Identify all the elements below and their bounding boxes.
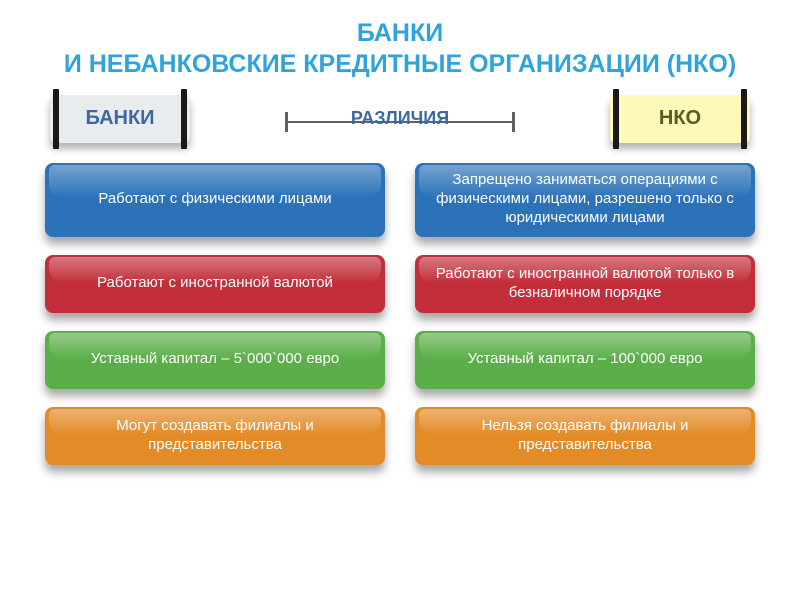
- bank-item-0: Работают с физическими лицами: [45, 163, 385, 237]
- header-nko-label: НКО: [659, 107, 701, 130]
- nko-item-0: Запрещено заниматься операциями с физиче…: [415, 163, 755, 237]
- nko-item-2-text: Уставный капитал – 100`000 евро: [467, 350, 702, 369]
- bank-item-3-text: Могут создавать филиалы и представительс…: [59, 417, 371, 455]
- nko-item-2: Уставный капитал – 100`000 евро: [415, 331, 755, 389]
- header-banks-label: БАНКИ: [85, 107, 154, 130]
- header-banks: БАНКИ: [50, 95, 190, 143]
- nko-item-3-text: Нельзя создавать филиалы и представитель…: [429, 417, 741, 455]
- title-line2: И НЕБАНКОВСКИЕ КРЕДИТНЫЕ ОРГАНИЗАЦИИ (НК…: [40, 49, 760, 80]
- nko-item-1-text: Работают с иностранной валютой только в …: [429, 265, 741, 303]
- title-line1: БАНКИ: [40, 18, 760, 49]
- bank-item-2-text: Уставный капитал – 5`000`000 евро: [91, 350, 339, 369]
- column-nko: Запрещено заниматься операциями с физиче…: [415, 163, 755, 465]
- bank-item-0-text: Работают с физическими лицами: [98, 190, 331, 209]
- comparison-columns: Работают с физическими лицами Работают с…: [0, 153, 800, 465]
- bank-item-1: Работают с иностранной валютой: [45, 255, 385, 313]
- differences-label: РАЗЛИЧИЯ: [351, 108, 449, 129]
- bank-item-3: Могут создавать филиалы и представительс…: [45, 407, 385, 465]
- divider-cap-right: [512, 112, 515, 132]
- bank-item-2: Уставный капитал – 5`000`000 евро: [45, 331, 385, 389]
- nko-item-3: Нельзя создавать филиалы и представитель…: [415, 407, 755, 465]
- divider-cap-left: [285, 112, 288, 132]
- nko-item-0-text: Запрещено заниматься операциями с физиче…: [429, 171, 741, 227]
- slide-title: БАНКИ И НЕБАНКОВСКИЕ КРЕДИТНЫЕ ОРГАНИЗАЦ…: [0, 0, 800, 89]
- bank-item-1-text: Работают с иностранной валютой: [97, 274, 333, 293]
- header-nko: НКО: [610, 95, 750, 143]
- header-row: БАНКИ РАЗЛИЧИЯ НКО: [0, 89, 800, 153]
- nko-item-1: Работают с иностранной валютой только в …: [415, 255, 755, 313]
- column-banks: Работают с физическими лицами Работают с…: [45, 163, 385, 465]
